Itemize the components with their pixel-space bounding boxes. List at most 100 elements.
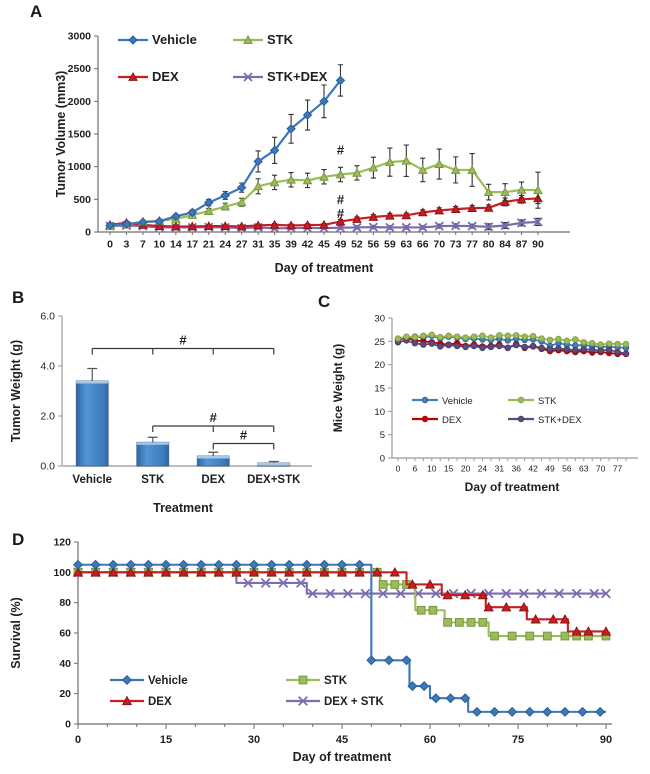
svg-text:Day of treatment: Day of treatment bbox=[275, 261, 374, 275]
svg-text:30: 30 bbox=[374, 314, 385, 325]
svg-text:84: 84 bbox=[499, 239, 511, 251]
svg-text:10: 10 bbox=[154, 239, 166, 251]
panel-d-label: D bbox=[12, 530, 25, 549]
svg-text:90: 90 bbox=[600, 734, 612, 746]
svg-text:#: # bbox=[210, 410, 218, 425]
svg-text:STK+DEX: STK+DEX bbox=[538, 415, 582, 426]
svg-text:70: 70 bbox=[596, 464, 606, 474]
svg-text:DEX+STK: DEX+STK bbox=[247, 474, 301, 486]
svg-text:0: 0 bbox=[107, 239, 113, 251]
svg-text:3000: 3000 bbox=[68, 31, 92, 43]
svg-text:66: 66 bbox=[417, 239, 429, 251]
svg-text:Vehicle: Vehicle bbox=[442, 396, 473, 407]
svg-text:2000: 2000 bbox=[68, 96, 92, 108]
svg-text:DEX: DEX bbox=[201, 474, 225, 486]
svg-text:DEX + STK: DEX + STK bbox=[324, 696, 384, 708]
svg-text:0: 0 bbox=[75, 734, 81, 746]
svg-text:80: 80 bbox=[59, 597, 71, 609]
svg-text:77: 77 bbox=[466, 239, 478, 251]
svg-text:45: 45 bbox=[336, 734, 348, 746]
svg-text:20: 20 bbox=[461, 464, 471, 474]
svg-text:10: 10 bbox=[374, 407, 385, 418]
svg-text:80: 80 bbox=[483, 239, 495, 251]
svg-text:42: 42 bbox=[528, 464, 538, 474]
svg-text:59: 59 bbox=[384, 239, 396, 251]
svg-text:49: 49 bbox=[545, 464, 555, 474]
svg-text:56: 56 bbox=[562, 464, 572, 474]
svg-text:5: 5 bbox=[380, 430, 385, 441]
svg-text:DEX: DEX bbox=[152, 69, 179, 84]
svg-text:Vehicle: Vehicle bbox=[148, 675, 188, 687]
svg-text:Vehicle: Vehicle bbox=[152, 32, 197, 47]
svg-text:90: 90 bbox=[532, 239, 544, 251]
svg-text:#: # bbox=[337, 206, 345, 221]
svg-text:DEX: DEX bbox=[148, 696, 172, 708]
svg-text:Vehicle: Vehicle bbox=[72, 474, 112, 486]
svg-text:Mice Weight (g): Mice Weight (g) bbox=[331, 344, 345, 432]
svg-text:73: 73 bbox=[450, 239, 462, 251]
svg-text:STK+DEX: STK+DEX bbox=[267, 69, 328, 84]
svg-text:STK: STK bbox=[538, 396, 557, 407]
svg-text:24: 24 bbox=[478, 464, 488, 474]
svg-text:7: 7 bbox=[140, 239, 146, 251]
svg-text:39: 39 bbox=[285, 239, 297, 251]
svg-text:30: 30 bbox=[248, 734, 260, 746]
panel-c-label: C bbox=[318, 292, 331, 311]
svg-text:2.0: 2.0 bbox=[40, 411, 55, 423]
svg-text:Treatment: Treatment bbox=[153, 501, 214, 515]
svg-text:2500: 2500 bbox=[68, 63, 92, 75]
svg-text:0: 0 bbox=[85, 227, 91, 239]
svg-text:52: 52 bbox=[351, 239, 363, 251]
svg-text:31: 31 bbox=[252, 239, 264, 251]
survival-step-chart: 0 20 40 60 80 100 120 0 15 30 45 60 75 90 Vehicle STK DE… bbox=[6, 528, 646, 774]
svg-text:0: 0 bbox=[65, 719, 71, 731]
svg-text:36: 36 bbox=[511, 464, 521, 474]
panel-b-label: B bbox=[12, 288, 25, 307]
svg-text:STK: STK bbox=[141, 474, 165, 486]
C-chart-svg: 0 5 10 15 20 25 30 0 6 10 15 20 24 31 36 42 49 56 63 70 77 Ve… bbox=[331, 314, 638, 494]
svg-text:25: 25 bbox=[374, 337, 385, 348]
panel-a-label: A bbox=[30, 2, 43, 21]
svg-text:56: 56 bbox=[368, 239, 380, 251]
svg-text:#: # bbox=[179, 333, 187, 348]
svg-text:45: 45 bbox=[318, 239, 330, 251]
svg-text:87: 87 bbox=[516, 239, 528, 251]
svg-text:24: 24 bbox=[219, 239, 231, 251]
svg-text:Tumor Weight (g): Tumor Weight (g) bbox=[9, 340, 23, 442]
svg-text:75: 75 bbox=[512, 734, 524, 746]
svg-text:Day of treatment: Day of treatment bbox=[465, 480, 560, 494]
svg-text:1500: 1500 bbox=[68, 129, 92, 141]
svg-text:20: 20 bbox=[59, 688, 71, 700]
svg-text:40: 40 bbox=[59, 658, 71, 670]
svg-text:#: # bbox=[337, 142, 345, 157]
svg-text:17: 17 bbox=[186, 239, 198, 251]
svg-text:35: 35 bbox=[269, 239, 281, 251]
svg-text:27: 27 bbox=[236, 239, 248, 251]
svg-text:42: 42 bbox=[302, 239, 314, 251]
svg-text:0: 0 bbox=[396, 464, 401, 474]
svg-text:63: 63 bbox=[579, 464, 589, 474]
svg-text:Survival (%): Survival (%) bbox=[9, 597, 23, 669]
B-chart-svg: 0.0 2.0 4.0 6.0 Vehicle STK DEX DEX+STK # # # Treat… bbox=[9, 311, 312, 515]
svg-text:100: 100 bbox=[53, 567, 71, 579]
svg-text:6: 6 bbox=[413, 464, 418, 474]
mice-weight-line-chart: 0 5 10 15 20 25 30 0 6 10 15 20 24 31 36 42 49 56 63 70 77 Ve… bbox=[330, 300, 650, 521]
svg-text:120: 120 bbox=[53, 537, 71, 549]
tumor-volume-line-chart: 0 500 1000 1500 2000 2500 3000 0 3 7 10 14 17 21 24 27 3… bbox=[52, 10, 612, 283]
svg-text:1000: 1000 bbox=[68, 161, 92, 173]
D-chart-svg: 0 20 40 60 80 100 120 0 15 30 45 60 75 90 Vehicle STK DE… bbox=[9, 537, 612, 765]
svg-text:14: 14 bbox=[170, 239, 182, 251]
svg-text:31: 31 bbox=[495, 464, 505, 474]
svg-text:Tumor Volume (mm3): Tumor Volume (mm3) bbox=[54, 71, 68, 198]
svg-text:15: 15 bbox=[160, 734, 172, 746]
svg-text:10: 10 bbox=[427, 464, 437, 474]
svg-text:15: 15 bbox=[374, 384, 385, 395]
svg-text:#: # bbox=[240, 428, 248, 443]
svg-text:21: 21 bbox=[203, 239, 215, 251]
svg-text:#: # bbox=[337, 192, 345, 207]
svg-text:4.0: 4.0 bbox=[40, 361, 55, 373]
tumor-weight-bar-chart: 0.0 2.0 4.0 6.0 Vehicle STK DEX DEX+STK # # # Treat… bbox=[6, 298, 322, 539]
svg-text:STK: STK bbox=[324, 675, 348, 687]
